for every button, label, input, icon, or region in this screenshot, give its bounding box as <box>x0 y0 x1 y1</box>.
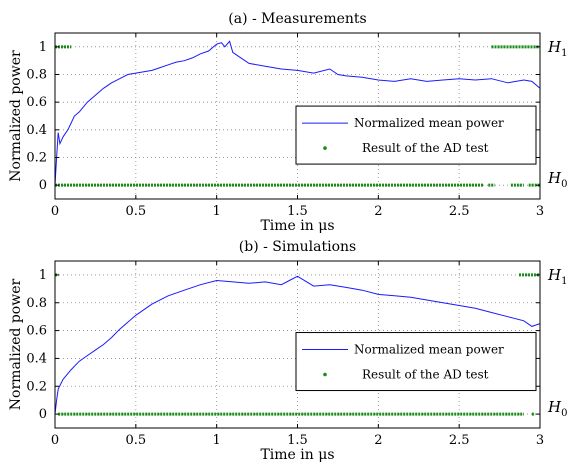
x-tick-label: 3 <box>536 204 544 219</box>
x-tick-label: 0 <box>51 433 59 448</box>
y-tick-label: 0.6 <box>26 324 47 339</box>
y-tick-label: 0.2 <box>26 151 47 166</box>
chart-panel-1: 0 0.5 1 1.5 2 2.5 3 0 0.2 0.4 0.6 0.8 1 (b) - Simulat… <box>8 239 567 463</box>
chart-title: (a) - Measurements <box>228 11 366 27</box>
x-tick-label: 3 <box>536 433 544 448</box>
x-tick-label: 2.5 <box>449 433 470 448</box>
y-tick-label: 0.8 <box>26 296 47 311</box>
y-tick-label: 0.6 <box>26 95 47 110</box>
mean-power-line <box>54 275 541 415</box>
y-axis-label: Normalized power <box>8 50 24 182</box>
chart-title: (b) - Simulations <box>239 239 356 255</box>
h1-label: H1 <box>547 38 567 59</box>
mean-power-line <box>54 40 541 186</box>
y-tick-label: 1 <box>39 268 47 283</box>
x-tick-label: 0.5 <box>125 204 146 219</box>
h0-label-letter: H <box>547 398 562 416</box>
h0-label-letter: H <box>547 169 562 187</box>
y-tick-label: 0.4 <box>26 123 47 138</box>
x-tick-label: 0.5 <box>125 433 146 448</box>
legend-dot-swatch <box>323 146 327 150</box>
legend-dot-swatch <box>323 372 327 377</box>
legend-label-power: Normalized mean power <box>354 116 504 130</box>
y-axis-label: Normalized power <box>8 279 24 411</box>
legend-label-ad: Result of the AD test <box>362 141 489 155</box>
y-tick-label: 1 <box>39 40 47 55</box>
legend-box <box>295 332 537 392</box>
y-tick-label: 0 <box>39 407 47 422</box>
x-tick-label: 2 <box>374 433 382 448</box>
legend-label-power: Normalized mean power <box>354 343 504 357</box>
h1-label-subscript: 1 <box>561 48 567 59</box>
y-tick-label: 0.4 <box>26 351 47 366</box>
legend-label-ad: Result of the AD test <box>362 368 489 382</box>
legend-box <box>295 105 537 165</box>
x-tick-label: 1 <box>213 204 221 219</box>
h1-label-letter: H <box>547 38 562 56</box>
x-tick-label: 2.5 <box>449 204 470 219</box>
y-tick-label: 0.2 <box>26 379 47 394</box>
x-tick-label: 2 <box>374 204 382 219</box>
h1-label-letter: H <box>547 266 562 284</box>
chart-panel-0: 0 0.5 1 1.5 2 2.5 3 0 0.2 0.4 0.6 0.8 1 (a) - Measure… <box>8 11 567 234</box>
legend: Normalized mean power Result of the AD te… <box>295 332 537 392</box>
h0-label: H0 <box>547 398 567 419</box>
h0-label-subscript: 0 <box>561 408 567 419</box>
h1-label-subscript: 1 <box>561 276 567 287</box>
h0-label: H0 <box>547 169 567 190</box>
h0-label-subscript: 0 <box>561 179 567 190</box>
y-tick-label: 0 <box>39 178 47 193</box>
h1-label: H1 <box>547 266 567 287</box>
x-tick-label: 1.5 <box>287 433 308 448</box>
x-tick-label: 1 <box>213 433 221 448</box>
legend: Normalized mean power Result of the AD te… <box>295 105 537 165</box>
x-tick-label: 0 <box>51 204 59 219</box>
y-tick-label: 0.8 <box>26 68 47 83</box>
x-axis-label: Time in μs <box>260 447 334 463</box>
x-tick-label: 1.5 <box>287 204 308 219</box>
x-axis-label: Time in μs <box>260 218 334 234</box>
